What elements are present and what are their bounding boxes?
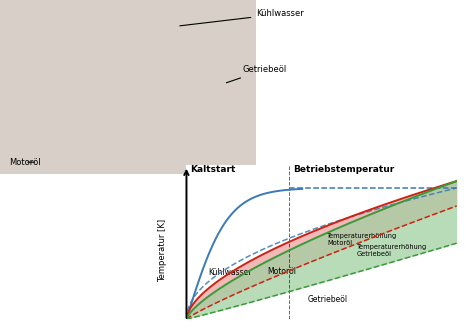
Text: Betriebstemperatur: Betriebstemperatur xyxy=(293,165,394,174)
Text: Getriebeöl: Getriebeöl xyxy=(226,65,287,83)
Text: Motoröl: Motoröl xyxy=(9,158,41,167)
Text: Temperaturerhöhung
Motoröl: Temperaturerhöhung Motoröl xyxy=(327,233,397,246)
Text: Getriebeöl: Getriebeöl xyxy=(308,295,348,304)
Bar xyxy=(0,0,256,174)
Text: Kühlwasser: Kühlwasser xyxy=(208,268,252,277)
Text: Kühlwasser: Kühlwasser xyxy=(180,10,304,26)
Text: Kaltstart: Kaltstart xyxy=(191,165,236,174)
Text: Motoröl: Motoröl xyxy=(267,267,296,276)
Text: Temperaturerhöhung
Getriebeöl: Temperaturerhöhung Getriebeöl xyxy=(356,244,427,257)
Text: Temperatur [K]: Temperatur [K] xyxy=(158,218,166,282)
